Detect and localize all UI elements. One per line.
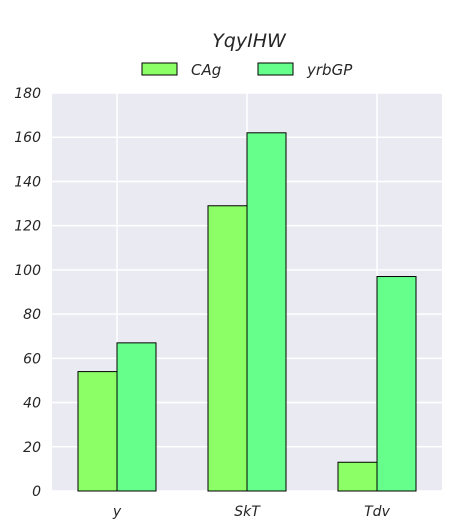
legend-swatch-yrbGP <box>257 62 294 76</box>
bar-yrbGP-y <box>116 342 157 492</box>
x-tick-label-Tdv: Tdv <box>364 504 390 520</box>
bar-yrbGP-SkT <box>246 132 287 492</box>
y-tick-labels: 0 20 40 60 80 100 120 140 160 180 <box>14 86 41 500</box>
legend-swatch-CAg <box>141 62 178 76</box>
x-tick-label-y: y <box>112 504 122 520</box>
y-tick-label-6: 120 <box>14 219 41 235</box>
x-tick-label-SkT: SkT <box>234 504 261 520</box>
bar-CAg-SkT <box>207 205 248 492</box>
y-tick-label-2: 40 <box>23 396 41 412</box>
legend-label-yrbGP: yrbGP <box>306 61 353 79</box>
y-tick-label-0: 0 <box>32 484 41 500</box>
chart-title: YqyIHW <box>212 30 287 52</box>
y-tick-label-5: 100 <box>14 263 41 279</box>
legend: CAg yrbGP <box>141 61 353 79</box>
bars <box>77 132 417 492</box>
y-tick-label-3: 60 <box>23 351 41 367</box>
bar-yrbGP-Tdv <box>376 276 417 492</box>
y-tick-label-8: 160 <box>14 130 41 146</box>
bar-CAg-Tdv <box>337 461 378 492</box>
bar-CAg-y <box>77 371 118 492</box>
y-tick-label-7: 140 <box>14 174 41 190</box>
x-tick-labels: y SkT Tdv <box>112 504 391 520</box>
legend-label-CAg: CAg <box>191 61 221 79</box>
y-tick-label-9: 180 <box>14 86 41 102</box>
y-tick-label-4: 80 <box>23 307 41 323</box>
y-tick-label-1: 20 <box>23 440 41 456</box>
